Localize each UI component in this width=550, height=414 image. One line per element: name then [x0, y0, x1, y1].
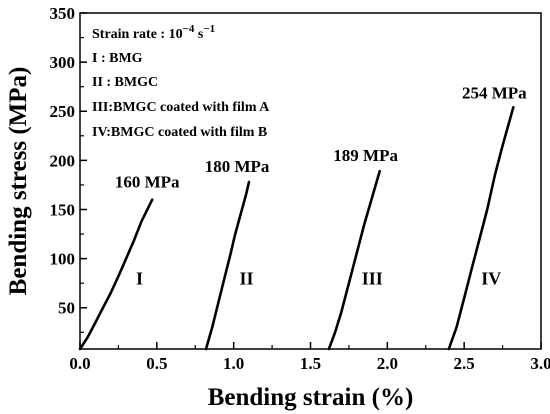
y-tick-label: 250 [50, 102, 76, 121]
x-tick-label: 2.0 [377, 354, 398, 373]
series-iii-name-label: III [362, 268, 383, 288]
legend-entry-ii: II : BMGC [92, 75, 158, 90]
x-tick-label: 3.0 [530, 354, 550, 373]
legend-title-unit-exponent: −1 [203, 23, 215, 35]
x-axis: 0.0 0.5 1.0 1.5 2.0 2.5 3.0 [69, 342, 550, 373]
series-iv-line [447, 106, 515, 351]
x-tick-label: 1.5 [300, 354, 321, 373]
x-tick-label: 2.5 [454, 354, 475, 373]
series-layer: 160 MPa I 180 MPa II 189 MPa III 254 MPa IV [78, 83, 527, 351]
series-ii-name-label: II [239, 268, 253, 288]
legend: Strain rate : 10−4 s−1 I : BMG II : BMGC… [92, 23, 270, 140]
legend-entry-iv: IV:BMGC coated with film B [92, 125, 267, 140]
y-tick-label: 150 [50, 200, 76, 219]
series-iii-peak-label: 189 MPa [333, 146, 398, 165]
legend-entry-i: I : BMG [92, 51, 143, 66]
x-tick-label: 0.0 [69, 354, 90, 373]
y-tick-label: 50 [58, 299, 75, 318]
y-axis-title: Bending stress (MPa) [5, 67, 32, 296]
x-tick-label: 1.0 [223, 354, 244, 373]
series-iv-name-label: IV [481, 268, 501, 288]
series-iv-peak-label: 254 MPa [462, 83, 527, 102]
y-tick-label: 350 [50, 4, 76, 23]
legend-entry-iii: III:BMGC coated with film A [92, 100, 270, 115]
x-axis-title: Bending strain (%) [208, 384, 414, 411]
series-i-line [78, 198, 154, 351]
legend-title-exponent: −4 [183, 23, 195, 35]
series-ii-line [204, 180, 251, 351]
legend-title-unit: s [194, 27, 204, 42]
legend-title: Strain rate : 10−4 s−1 [92, 23, 215, 42]
series-i-name-label: I [136, 268, 143, 288]
x-tick-label: 0.5 [146, 354, 167, 373]
series-iii-line [327, 169, 382, 351]
y-axis: 50 100 150 200 250 300 350 [50, 4, 87, 333]
legend-title-prefix: Strain rate : 10 [92, 27, 183, 42]
series-ii-peak-label: 180 MPa [205, 157, 270, 176]
y-tick-label: 300 [50, 53, 76, 72]
y-tick-label: 100 [50, 250, 76, 269]
series-i-peak-label: 160 MPa [115, 173, 180, 192]
y-tick-label: 200 [50, 151, 76, 170]
